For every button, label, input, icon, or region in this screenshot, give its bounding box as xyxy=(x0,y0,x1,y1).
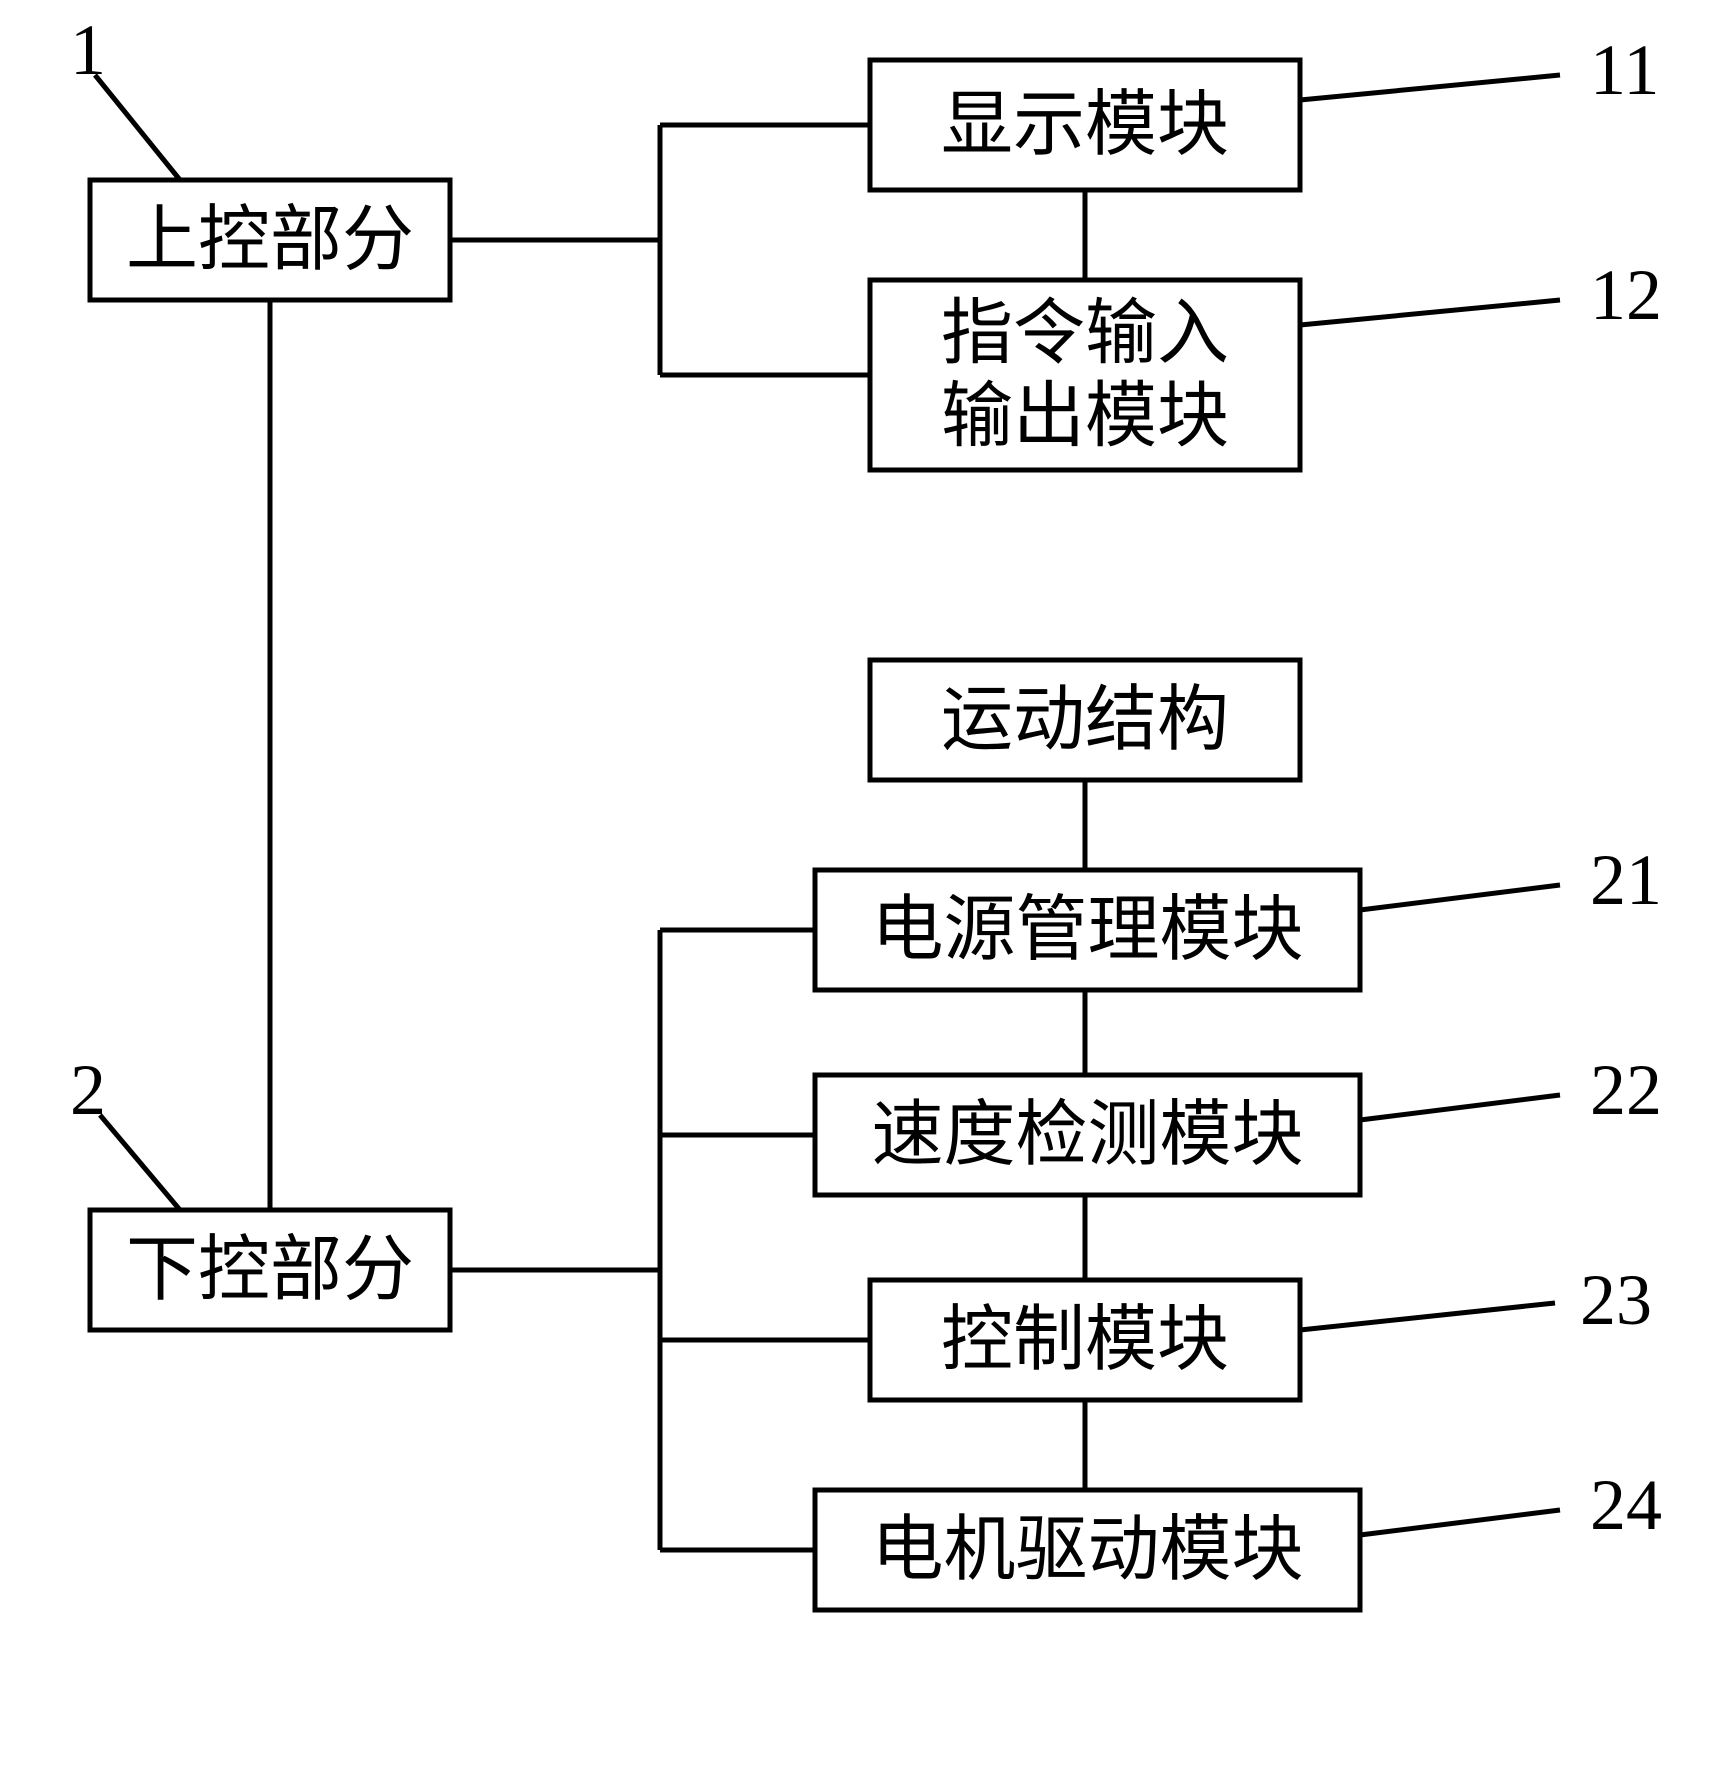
node-label: 电源管理模块 xyxy=(871,890,1303,970)
ref-number: 11 xyxy=(1590,30,1659,110)
leader-line xyxy=(1300,1303,1555,1330)
ref-number: 12 xyxy=(1590,255,1662,335)
leader-line xyxy=(100,1115,180,1210)
ref-number: 24 xyxy=(1590,1465,1662,1545)
leader-line xyxy=(1300,300,1560,325)
node-label: 显示模块 xyxy=(941,85,1229,165)
node-label: 下控部分 xyxy=(126,1230,414,1310)
ref-number: 23 xyxy=(1580,1260,1652,1340)
ref-number: 1 xyxy=(70,10,106,90)
node-motion_struct: 运动结构 xyxy=(870,660,1300,780)
leader-line xyxy=(1360,1510,1560,1535)
node-label: 运动结构 xyxy=(941,680,1229,760)
ref-number: 22 xyxy=(1590,1050,1662,1130)
boxes-layer: 上控部分 显示模块指令输入输出模块运动结构电源管理模块下控部分 速度检测模块控制模块… xyxy=(90,60,1360,1610)
node-label: 控制模块 xyxy=(941,1300,1229,1380)
node-label: 输出模块 xyxy=(941,376,1229,456)
node-io_module: 指令输入输出模块 xyxy=(870,280,1300,470)
ref-number: 21 xyxy=(1590,840,1662,920)
node-display_module: 显示模块 xyxy=(870,60,1300,190)
leader-line xyxy=(1300,75,1560,100)
leader-line xyxy=(95,75,180,180)
node-motor_module: 电机驱动模块 xyxy=(815,1490,1360,1610)
leader-line xyxy=(1360,1095,1560,1120)
leader-line xyxy=(1360,885,1560,910)
node-control_module: 控制模块 xyxy=(870,1280,1300,1400)
node-label: 电机驱动模块 xyxy=(871,1510,1303,1590)
node-speed_module: 速度检测模块 xyxy=(815,1075,1360,1195)
ref-number: 2 xyxy=(70,1050,106,1130)
node-power_module: 电源管理模块 xyxy=(815,870,1360,990)
node-label: 速度检测模块 xyxy=(871,1095,1303,1175)
node-label: 指令输入 xyxy=(941,294,1229,374)
node-label: 上控部分 xyxy=(126,200,414,280)
node-upper_control: 上控部分 xyxy=(90,180,450,300)
node-lower_control: 下控部分 xyxy=(90,1210,450,1330)
